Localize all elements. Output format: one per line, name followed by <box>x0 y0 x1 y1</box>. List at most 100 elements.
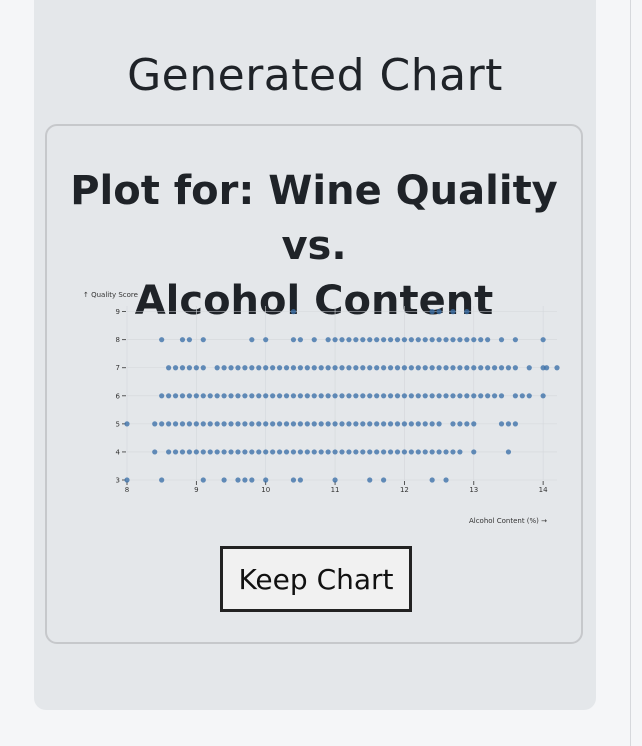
data-point <box>193 393 199 399</box>
data-point <box>457 449 463 455</box>
data-point <box>526 393 532 399</box>
data-point <box>443 449 449 455</box>
data-point <box>387 449 394 455</box>
data-point <box>415 365 421 371</box>
data-point <box>235 393 241 399</box>
data-point <box>498 365 505 371</box>
data-point <box>297 421 303 427</box>
data-point <box>297 449 303 455</box>
data-point <box>367 365 373 371</box>
data-point <box>221 449 227 455</box>
data-point <box>304 421 310 427</box>
data-point <box>263 449 269 455</box>
y-tick-label: 3 <box>116 477 120 485</box>
data-point <box>297 477 303 483</box>
data-point <box>429 421 435 427</box>
data-point <box>422 393 428 399</box>
data-point <box>464 337 470 343</box>
data-point <box>304 365 310 371</box>
data-point <box>200 393 206 399</box>
data-point <box>381 421 387 427</box>
data-point <box>478 365 484 371</box>
data-point <box>401 393 408 399</box>
y-tick-label: 4 <box>116 448 121 456</box>
data-point <box>543 365 550 371</box>
data-point <box>381 477 387 483</box>
data-point <box>179 449 186 455</box>
keep-chart-button[interactable]: Keep Chart <box>220 546 412 612</box>
data-point <box>512 337 518 343</box>
data-point <box>457 393 463 399</box>
data-point <box>374 449 380 455</box>
data-point <box>381 449 387 455</box>
data-point <box>332 365 338 371</box>
chart-card: Plot for: Wine Quality vs. Alcohol Conten… <box>45 124 583 644</box>
data-point <box>325 393 331 399</box>
data-point <box>166 421 172 427</box>
data-point <box>401 337 408 343</box>
data-point <box>263 337 269 343</box>
data-point <box>339 365 345 371</box>
panel-heading: Generated Chart <box>127 50 503 101</box>
data-point <box>436 421 442 427</box>
data-point <box>436 337 442 343</box>
data-point <box>311 337 317 343</box>
data-point <box>221 477 227 483</box>
data-point <box>415 337 421 343</box>
page-right-rail <box>630 0 631 746</box>
data-point <box>214 393 220 399</box>
data-point <box>450 393 456 399</box>
data-point <box>387 421 394 427</box>
data-point <box>283 393 290 399</box>
data-point <box>290 421 297 427</box>
data-point <box>381 365 387 371</box>
data-point <box>186 449 193 455</box>
y-tick-label: 6 <box>116 392 121 400</box>
data-point <box>429 309 435 315</box>
data-point <box>242 393 248 399</box>
y-tick-label: 8 <box>116 336 120 344</box>
data-point <box>436 365 442 371</box>
data-point <box>346 393 352 399</box>
data-point <box>360 365 366 371</box>
data-point <box>526 365 532 371</box>
data-point <box>270 365 276 371</box>
data-point <box>367 337 373 343</box>
data-point <box>242 421 248 427</box>
data-point <box>290 309 297 315</box>
data-point <box>394 365 401 371</box>
data-point <box>450 365 456 371</box>
data-point <box>242 365 248 371</box>
data-point <box>318 365 324 371</box>
data-point <box>172 365 179 371</box>
data-point <box>443 477 449 483</box>
data-point <box>464 421 470 427</box>
x-tick-label: 13 <box>469 486 478 494</box>
data-point <box>429 449 435 455</box>
data-point <box>242 449 248 455</box>
data-point <box>429 393 435 399</box>
data-point <box>353 449 359 455</box>
data-point <box>179 337 186 343</box>
data-point <box>360 421 366 427</box>
data-point <box>124 477 130 483</box>
data-point <box>228 421 234 427</box>
data-point <box>353 337 359 343</box>
data-point <box>457 421 463 427</box>
data-point <box>325 449 331 455</box>
data-point <box>367 477 373 483</box>
data-point <box>353 421 359 427</box>
data-point <box>276 421 283 427</box>
data-point <box>512 421 518 427</box>
data-point <box>408 421 414 427</box>
data-point <box>172 393 179 399</box>
data-point <box>360 393 366 399</box>
data-point <box>283 365 290 371</box>
data-point <box>429 337 435 343</box>
data-point <box>200 337 206 343</box>
data-point <box>512 393 518 399</box>
data-point <box>346 421 352 427</box>
data-point <box>311 393 317 399</box>
data-point <box>346 449 352 455</box>
data-point <box>394 337 401 343</box>
